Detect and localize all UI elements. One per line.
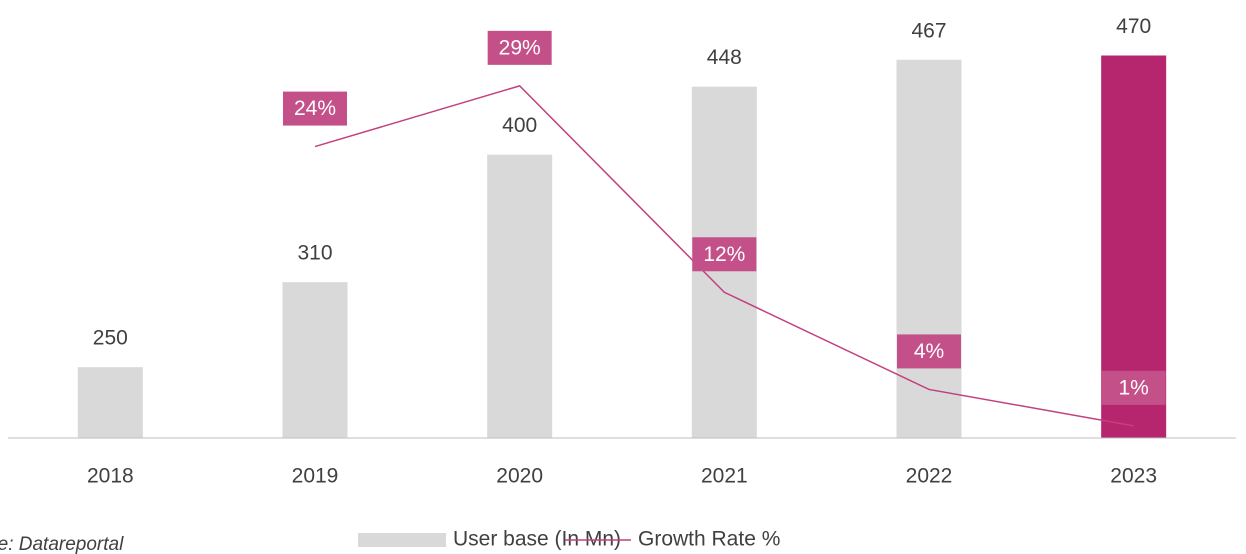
bar bbox=[487, 154, 553, 438]
bar bbox=[896, 59, 962, 438]
growth-line bbox=[314, 85, 1134, 427]
legend-label: User base (In Mn) bbox=[453, 528, 621, 551]
growth-label: 1% bbox=[1118, 376, 1148, 399]
bar-value-label: 250 bbox=[93, 327, 128, 350]
x-tick-label: 2019 bbox=[292, 465, 339, 488]
growth-label-box bbox=[283, 91, 347, 126]
growth-label: 12% bbox=[703, 243, 745, 266]
growth-label-box bbox=[487, 30, 552, 65]
growth-label: 29% bbox=[499, 36, 541, 59]
source-note: Source: Datareportal bbox=[0, 534, 124, 554]
legend-swatch bbox=[358, 533, 446, 547]
growth-label-box bbox=[1101, 370, 1166, 405]
bar-value-label: 467 bbox=[911, 19, 946, 42]
bar-value-label: 448 bbox=[707, 46, 742, 69]
bar bbox=[77, 367, 143, 438]
bar-value-label: 310 bbox=[297, 242, 332, 265]
x-tick-label: 2022 bbox=[906, 465, 953, 488]
x-tick-label: 2020 bbox=[496, 465, 543, 488]
x-tick-label: 2023 bbox=[1110, 465, 1157, 488]
growth-label: 4% bbox=[914, 340, 944, 363]
bar bbox=[282, 282, 348, 438]
x-tick-label: 2021 bbox=[701, 465, 748, 488]
bar-value-label: 400 bbox=[502, 114, 537, 137]
x-tick-label: 2018 bbox=[87, 465, 134, 488]
growth-label: 24% bbox=[294, 97, 336, 120]
bar-value-label: 470 bbox=[1116, 15, 1151, 38]
growth-label-box bbox=[692, 237, 757, 272]
legend-label: Growth Rate % bbox=[638, 528, 780, 551]
growth-label-box bbox=[897, 334, 961, 369]
